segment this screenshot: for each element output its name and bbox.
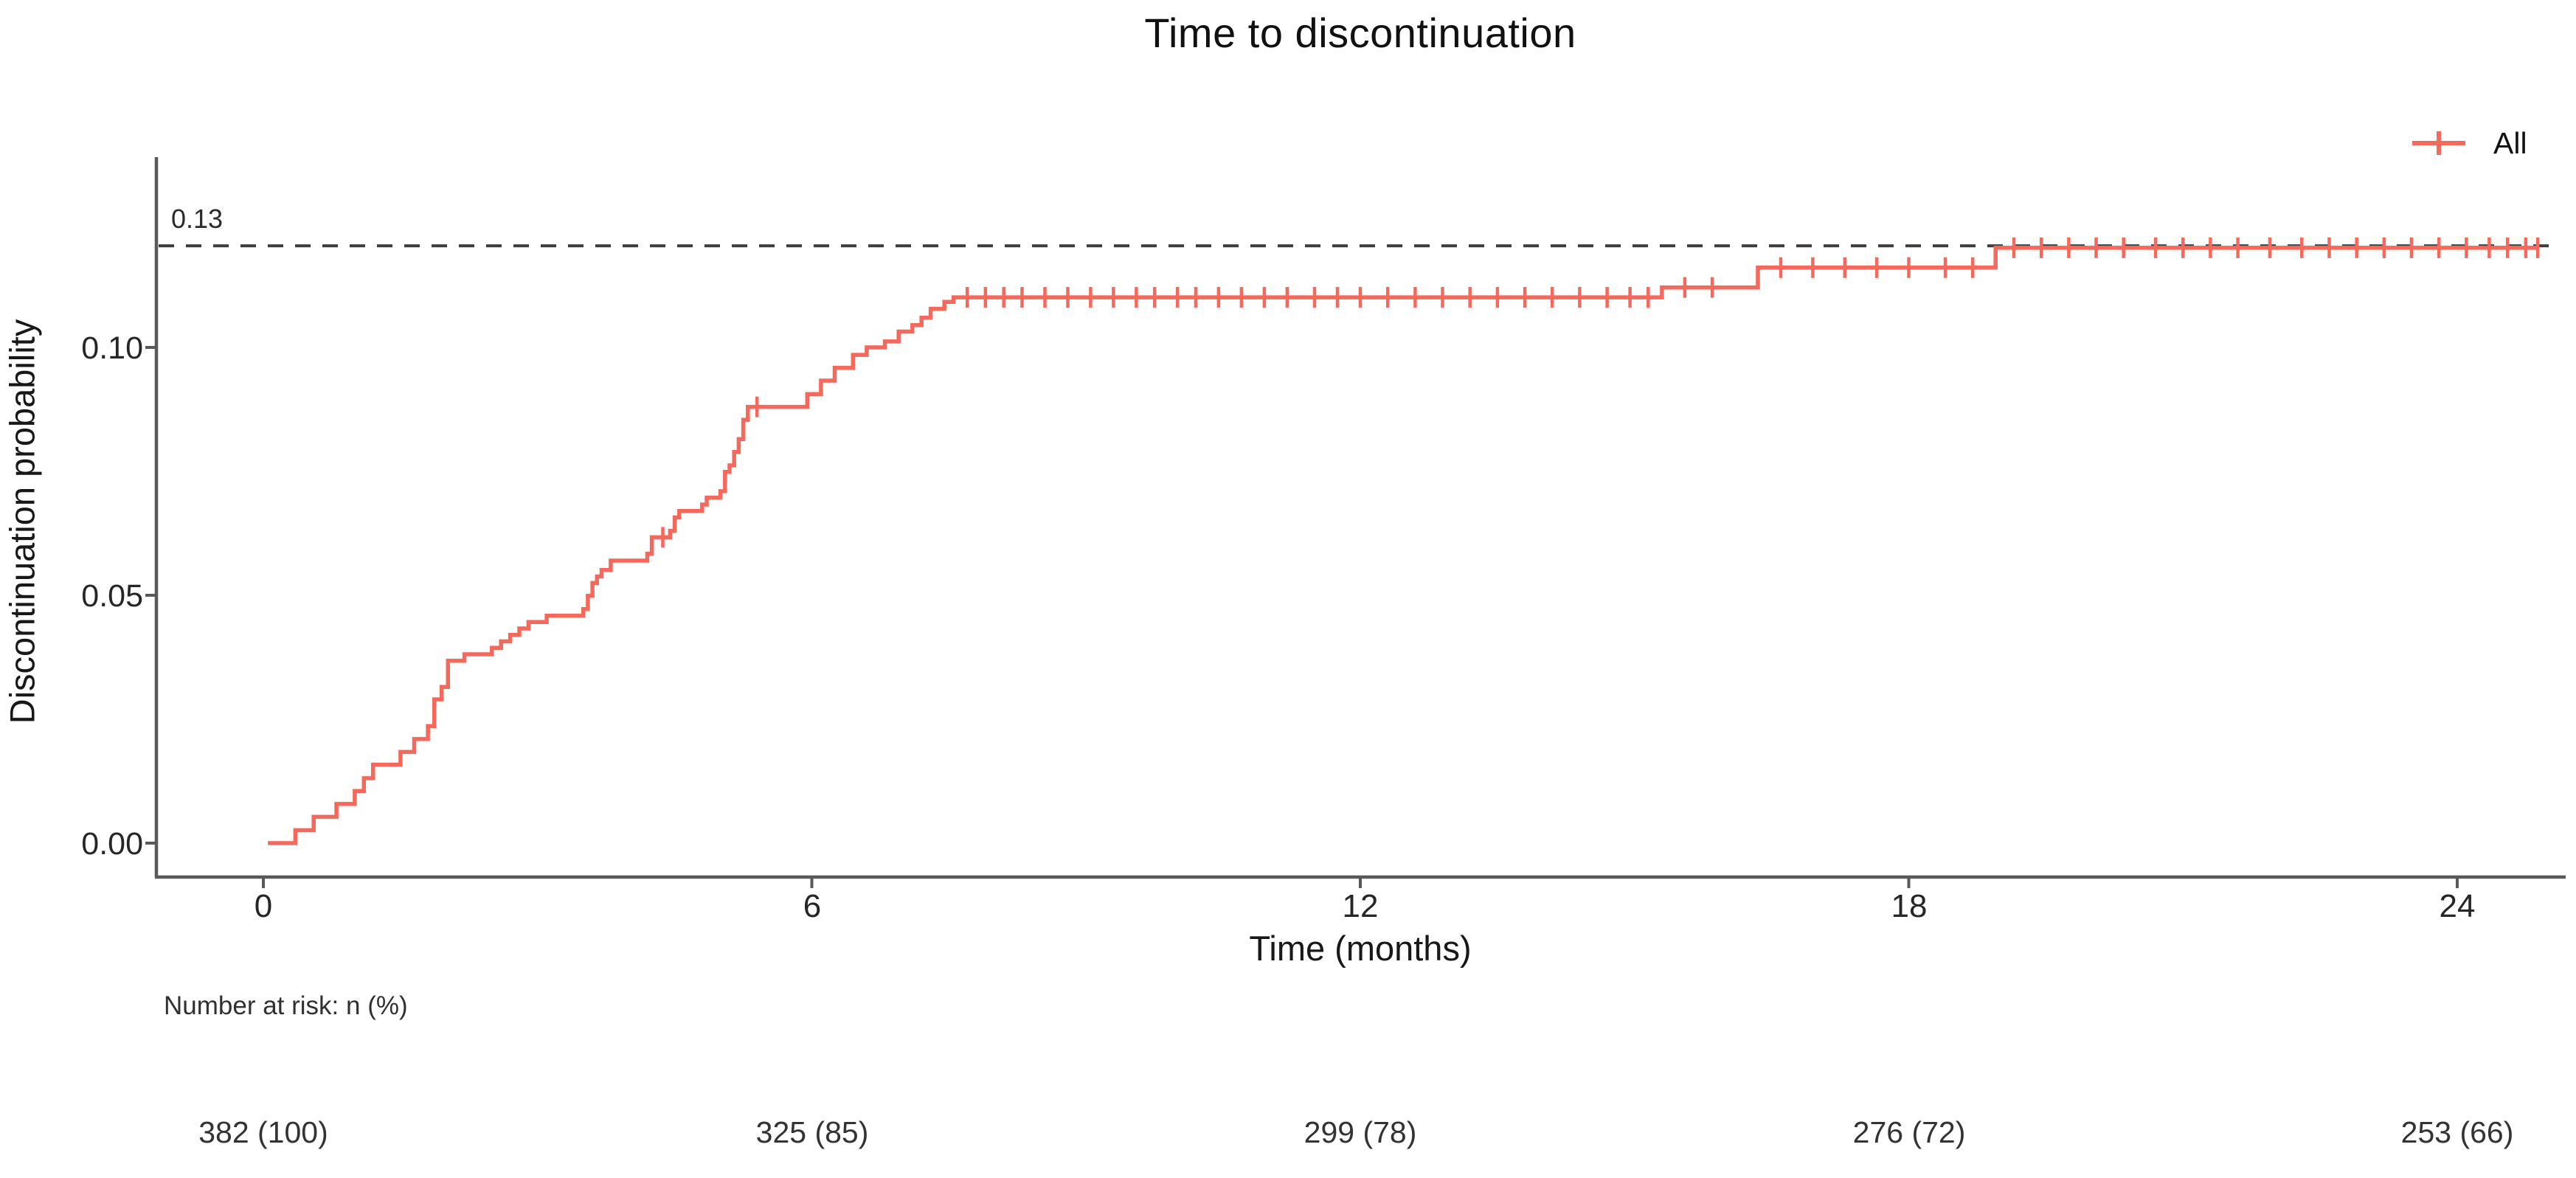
- y-tick-0.10: 0.10: [81, 330, 143, 366]
- x-axis-title: Time (months): [1249, 929, 1472, 968]
- x-tick-6: 6: [803, 888, 822, 924]
- x-tick-12: 12: [1342, 888, 1379, 924]
- risk-value-month-18: 276 (72): [1852, 1115, 1966, 1149]
- legend-label-all: All: [2493, 125, 2527, 160]
- risk-table-header: Number at risk: n (%): [164, 991, 408, 1020]
- risk-value-month-6: 325 (85): [755, 1115, 869, 1149]
- x-tick-18: 18: [1891, 888, 1928, 924]
- x-tick-0: 0: [254, 888, 273, 924]
- x-tick-24: 24: [2439, 888, 2476, 924]
- reference-line-annotation: 0.13: [171, 204, 224, 234]
- legend-key-all: [2412, 131, 2465, 155]
- y-tick-0.05: 0.05: [81, 578, 143, 614]
- risk-value-month-12: 299 (78): [1303, 1115, 1417, 1149]
- y-axis-title: Discontinuation probability: [2, 319, 42, 724]
- legend: All: [2406, 124, 2527, 162]
- censor-marks: [661, 237, 2540, 548]
- y-tick-0.00: 0.00: [81, 826, 143, 862]
- km-curve-all: [268, 246, 2540, 845]
- chart-title: Time to discontinuation: [1144, 10, 1576, 56]
- risk-value-month-0: 382 (100): [198, 1115, 328, 1149]
- risk-value-month-24: 253 (66): [2400, 1115, 2514, 1149]
